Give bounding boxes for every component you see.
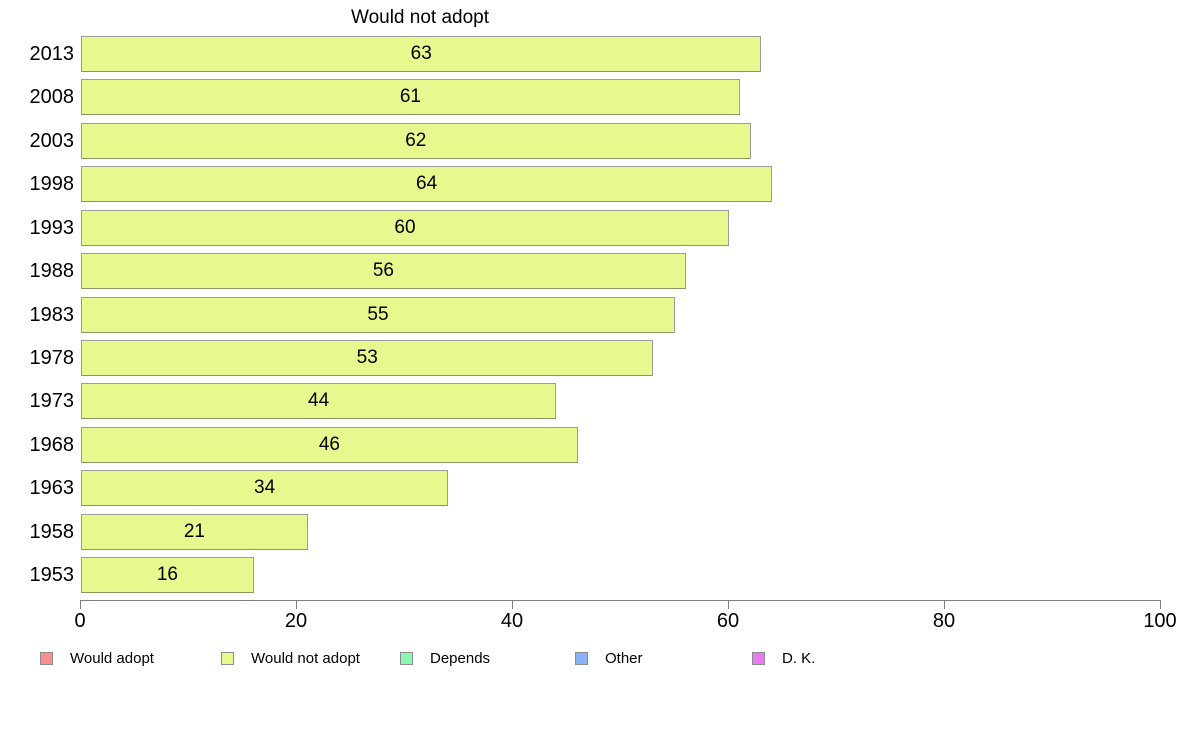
y-axis-category-label: 1988 bbox=[29, 260, 75, 282]
bar-value-label: 34 bbox=[254, 477, 276, 498]
y-axis-category-label: 2003 bbox=[29, 130, 75, 152]
y-axis-category-label: 2008 bbox=[29, 86, 75, 108]
bar-row: 1983 55 bbox=[30, 297, 1160, 333]
legend-swatch bbox=[752, 651, 765, 665]
bar-value-label: 62 bbox=[405, 130, 427, 151]
bar-row: 1993 60 bbox=[30, 210, 1160, 246]
y-axis-category-label: 1958 bbox=[29, 521, 75, 543]
plot-area: 2013 63 2008 61 2003 62 1998 64 1993 60 1988 56 1983… bbox=[30, 36, 1160, 593]
y-axis-category-label: 1998 bbox=[29, 173, 75, 195]
bar-value-label: 55 bbox=[367, 304, 389, 325]
legend-swatch bbox=[400, 651, 413, 665]
bar-row: 1973 44 bbox=[30, 383, 1160, 419]
bar: 63 bbox=[81, 36, 762, 72]
x-axis-tick-mark bbox=[296, 600, 297, 609]
x-axis-tick-mark bbox=[80, 600, 81, 609]
bar: 44 bbox=[81, 383, 557, 419]
bar: 46 bbox=[81, 427, 578, 463]
bar-row: 2008 61 bbox=[30, 79, 1160, 115]
bar-row: 1968 46 bbox=[30, 427, 1160, 463]
legend-item: Other bbox=[575, 649, 643, 667]
chart-title: Would not adopt bbox=[350, 7, 490, 28]
x-axis-tick-label: 20 bbox=[284, 610, 308, 632]
bar: 62 bbox=[81, 123, 751, 159]
bar: 55 bbox=[81, 297, 675, 333]
bar-value-label: 21 bbox=[183, 521, 205, 542]
y-axis-category-label: 1983 bbox=[29, 304, 75, 326]
y-axis-category-label: 1978 bbox=[29, 347, 75, 369]
x-axis-tick-mark bbox=[728, 600, 729, 609]
bar-value-label: 46 bbox=[318, 434, 340, 455]
bar-row: 1988 56 bbox=[30, 253, 1160, 289]
legend-swatch bbox=[221, 651, 234, 665]
legend-item: Would not adopt bbox=[221, 649, 360, 667]
bar-row: 2013 63 bbox=[30, 36, 1160, 72]
bar-value-label: 61 bbox=[399, 86, 421, 107]
legend-label: Other bbox=[605, 649, 643, 667]
legend-label: Would not adopt bbox=[251, 649, 360, 667]
bar-row: 1978 53 bbox=[30, 340, 1160, 376]
y-axis-category-label: 1963 bbox=[29, 477, 75, 499]
x-axis-tick-label: 100 bbox=[1143, 610, 1177, 632]
legend-label: Depends bbox=[430, 649, 491, 667]
y-axis-category-label: 1973 bbox=[29, 390, 75, 412]
bar-row: 1958 21 bbox=[30, 514, 1160, 550]
bar: 16 bbox=[81, 557, 254, 593]
bar-row: 1998 64 bbox=[30, 166, 1160, 202]
legend-swatch bbox=[40, 651, 53, 665]
legend-item: Would adopt bbox=[40, 649, 154, 667]
legend-item: D. K. bbox=[752, 649, 816, 667]
bar: 34 bbox=[81, 470, 449, 506]
bar: 61 bbox=[81, 79, 740, 115]
y-axis-category-label: 2013 bbox=[29, 43, 75, 65]
x-axis-tick-label: 60 bbox=[716, 610, 740, 632]
legend-label: D. K. bbox=[782, 649, 816, 667]
bar-value-label: 63 bbox=[410, 43, 432, 64]
bar: 56 bbox=[81, 253, 686, 289]
bar-value-label: 56 bbox=[372, 260, 394, 281]
bar-value-label: 53 bbox=[356, 347, 378, 368]
legend-label: Would adopt bbox=[70, 649, 154, 667]
y-axis-category-label: 1968 bbox=[29, 434, 75, 456]
bar-row: 2003 62 bbox=[30, 123, 1160, 159]
bar-value-label: 64 bbox=[416, 173, 438, 194]
bar: 64 bbox=[81, 166, 773, 202]
bar: 60 bbox=[81, 210, 729, 246]
x-axis-tick-mark bbox=[512, 600, 513, 609]
x-axis-tick-label: 40 bbox=[500, 610, 524, 632]
bar: 53 bbox=[81, 340, 654, 376]
legend-item: Depends bbox=[400, 649, 491, 667]
y-axis-category-label: 1953 bbox=[29, 564, 75, 586]
bar-value-label: 16 bbox=[156, 564, 178, 585]
x-axis-tick-label: 80 bbox=[932, 610, 956, 632]
bar-row: 1963 34 bbox=[30, 470, 1160, 506]
x-axis-line bbox=[80, 600, 1161, 601]
y-axis-category-label: 1993 bbox=[29, 217, 75, 239]
bar-value-label: 44 bbox=[308, 390, 330, 411]
bar-value-label: 60 bbox=[394, 217, 416, 238]
bar: 21 bbox=[81, 514, 308, 550]
legend-swatch bbox=[575, 651, 588, 665]
bar-row: 1953 16 bbox=[30, 557, 1160, 593]
x-axis-tick-mark bbox=[1160, 600, 1161, 609]
x-axis-tick-mark bbox=[944, 600, 945, 609]
x-axis-tick-label: 0 bbox=[74, 610, 86, 632]
